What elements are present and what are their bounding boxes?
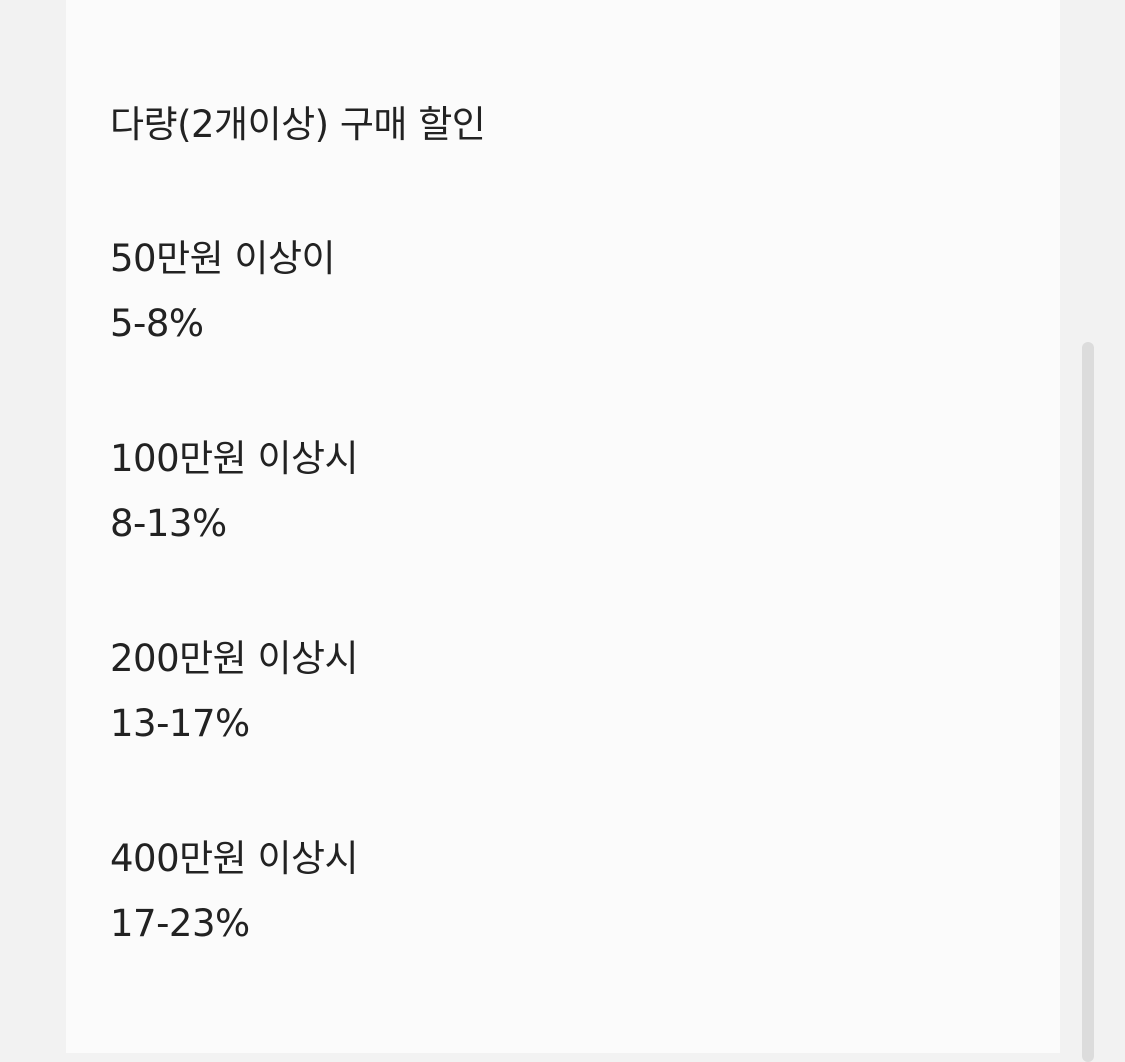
tier-discount: 8-13% (110, 502, 227, 545)
scrollbar[interactable] (1082, 342, 1094, 1062)
tier-discount: 17-23% (110, 902, 250, 945)
tier-discount: 5-8% (110, 302, 204, 345)
section-title: 다량(2개이상) 구매 할인 (110, 103, 486, 146)
tier-discount: 13-17% (110, 702, 250, 745)
content-card: 다량(2개이상) 구매 할인 50만원 이상이 5-8% 100만원 이상시 8… (66, 0, 1060, 1053)
tier-threshold: 400만원 이상시 (110, 837, 359, 880)
tier-threshold: 50만원 이상이 (110, 237, 336, 280)
tier-threshold: 100만원 이상시 (110, 437, 359, 480)
tier-threshold: 200만원 이상시 (110, 637, 359, 680)
